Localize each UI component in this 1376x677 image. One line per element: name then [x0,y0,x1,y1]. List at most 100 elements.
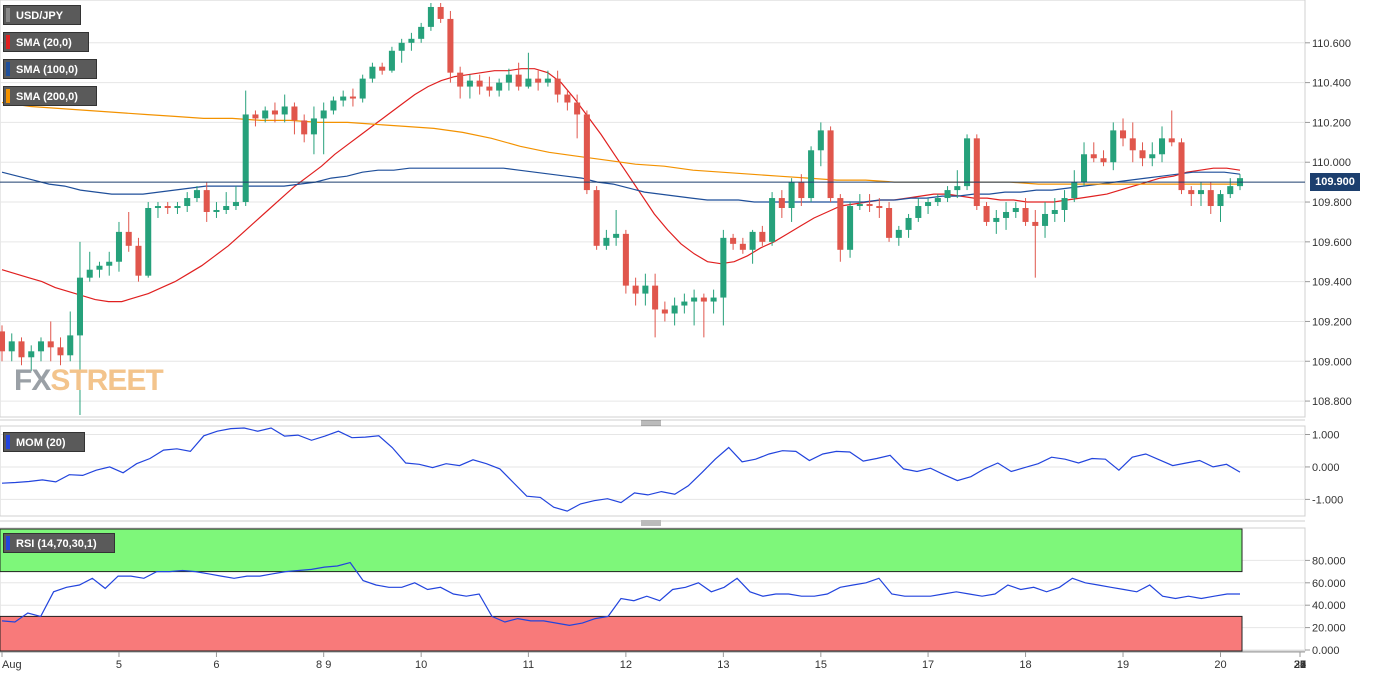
candle [603,229,610,250]
candle-body [934,198,941,203]
price-plot-frame [0,0,1306,418]
candle-body [330,100,337,111]
candle [837,194,844,262]
candle [125,211,132,252]
candle-body [876,206,883,209]
candle [1227,178,1234,199]
candle [320,102,327,155]
candle-body [856,204,863,207]
candle [213,202,220,218]
candle-body [505,74,512,83]
candle [1129,122,1136,163]
candle-body [983,206,990,222]
price-y-axis: 110.600 110.400 110.200 110.000 109.800 109.6… [1305,38,1352,408]
candle [808,146,815,203]
candle-body [886,208,893,238]
x-tick-label: 6 [213,659,219,671]
rsi-tick-label: 40.000 [1312,600,1346,612]
candle-body [1168,138,1175,143]
symbol-text: USD/JPY [16,10,64,22]
candle [681,293,688,314]
momentum-plot-frame [0,425,1306,517]
candle-body [301,120,308,135]
candle-body [232,202,239,207]
candle [28,345,35,372]
price-tick-label: 110.600 [1312,38,1351,50]
candle-body [1042,213,1049,226]
symbol-label[interactable]: USD/JPY [3,5,81,25]
candle [856,194,863,210]
sma100-line [1,167,1241,203]
candle [505,68,512,91]
candle-body [691,297,698,302]
mom-legend[interactable]: MOM (20) [3,432,85,452]
candle [164,202,171,214]
candle-body [437,6,444,19]
candle [76,241,84,415]
candle-body [340,96,347,101]
candle-body [515,74,522,87]
candle-body [1188,190,1195,195]
candle-body [1022,208,1029,222]
candle-body [18,341,25,358]
candle [0,325,6,362]
candle-body [37,341,45,352]
candle [1022,198,1029,226]
candle [349,88,356,107]
candle [554,70,561,103]
candle [798,174,805,207]
candle-body [28,351,35,358]
candle-body [57,347,64,356]
candle [866,194,873,212]
x-tick-label: Aug [2,659,22,671]
x-tick-label: 20 [1214,659,1226,671]
candle [252,110,259,127]
candle-body [115,231,122,262]
candle [1168,110,1175,147]
rsi-overbought-zone [0,528,1243,573]
panel-grip-2[interactable] [641,520,661,526]
candle-body [525,78,532,87]
candle-body [408,38,415,43]
momentum-y-axis: 1.000 0.000 -1.000 [1305,429,1343,506]
rsi-legend[interactable]: RSI (14,70,30,1) [3,533,115,553]
candle-body [808,150,815,199]
candle-body [1003,211,1010,218]
candle [1061,190,1068,222]
candle-body [544,78,551,83]
candle [895,225,902,246]
candle-body [213,209,220,212]
candle [57,337,64,366]
sma200-legend[interactable]: SMA (200,0) [3,86,97,106]
candle-body [349,96,356,99]
sma100-legend[interactable]: SMA (100,0) [3,59,97,79]
candle-body [164,206,171,209]
candle [1139,142,1146,167]
candle-body [418,26,425,39]
candle [496,78,503,97]
candle [515,62,522,91]
candle-body [700,297,707,302]
candle-body [1100,158,1107,163]
candle-body [603,237,610,246]
panel-grip-1[interactable] [641,420,661,426]
candle [281,94,288,123]
price-tick-label: 110.200 [1312,117,1351,129]
x-tick-label: 27 [1294,659,1306,671]
momentum-panel: 1.000 0.000 -1.000 [0,425,1343,517]
candle [1207,182,1214,214]
candle-body [837,198,844,250]
price-tick-label: 109.400 [1312,277,1352,289]
x-tick-label: 19 [1117,659,1129,671]
candle [671,297,678,326]
x-tick-label: 18 [1019,659,1031,671]
candle [457,66,464,99]
candle [1120,118,1127,147]
candle-body [847,206,854,250]
sma20-legend[interactable]: SMA (20,0) [3,32,89,52]
price-tick-label: 108.800 [1312,396,1352,408]
candle-body [193,190,200,199]
price-tick-label: 110.400 [1312,78,1351,90]
candle [145,202,152,278]
